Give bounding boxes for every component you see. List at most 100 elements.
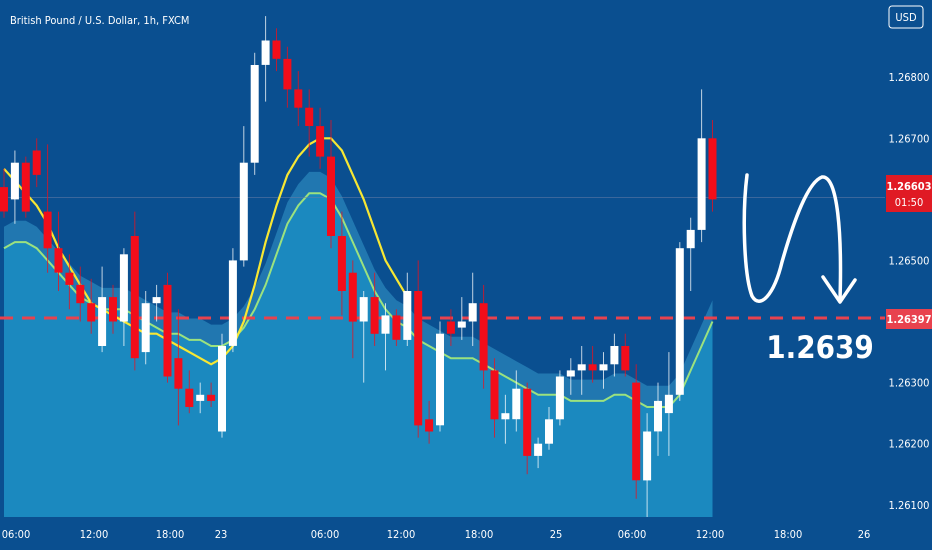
- candle-body: [566, 370, 575, 377]
- time-tick-label: 18:00: [156, 528, 185, 541]
- currency-button[interactable]: USD: [888, 5, 924, 29]
- candle-body: [196, 394, 205, 401]
- candle: [239, 126, 248, 267]
- price-tick-label: 1.26800: [889, 71, 930, 84]
- candle-body: [425, 419, 434, 432]
- candle: [370, 272, 379, 346]
- candle: [294, 71, 303, 127]
- candle-body: [621, 346, 630, 371]
- candle-body: [577, 364, 586, 371]
- candle-body: [610, 346, 619, 365]
- candle: [588, 346, 597, 383]
- candle: [21, 156, 30, 218]
- arrow-head-icon: [821, 275, 857, 304]
- candle: [76, 266, 85, 322]
- level-price-label: 1.26397: [886, 309, 932, 329]
- candle-body: [21, 162, 30, 212]
- candle: [610, 333, 619, 377]
- candle: [686, 217, 695, 291]
- candle-body: [643, 431, 652, 481]
- candle: [174, 309, 183, 426]
- candle: [32, 138, 41, 188]
- candle-body: [76, 284, 85, 304]
- annotation-curve-arrow: [742, 173, 843, 303]
- candle-body: [0, 187, 8, 212]
- time-tick-label: 12:00: [696, 528, 725, 541]
- candle-body: [403, 291, 412, 340]
- candle-body: [54, 248, 63, 273]
- candle-body: [163, 284, 172, 377]
- candle: [87, 278, 96, 334]
- ma-fast-path: [3, 137, 409, 366]
- candle-body: [697, 138, 706, 230]
- candle-body: [294, 89, 303, 108]
- ma-band-fill: [4, 193, 713, 518]
- candle-body: [228, 260, 237, 346]
- candle: [250, 52, 259, 175]
- price-tick-label: 1.26200: [889, 438, 930, 451]
- candle: [207, 382, 216, 407]
- candle-body: [239, 162, 248, 261]
- candle-body: [207, 394, 216, 401]
- candle-body: [348, 272, 357, 322]
- candle: [65, 254, 74, 310]
- candle: [327, 120, 335, 249]
- candle: [218, 333, 226, 438]
- candle-body: [675, 248, 684, 395]
- last-price-value: 1.26603: [886, 180, 931, 193]
- candle: [446, 309, 455, 346]
- candle-body: [130, 236, 139, 359]
- candle-body: [632, 382, 641, 481]
- candle: [643, 413, 652, 517]
- candle: [0, 168, 8, 218]
- candle-body: [337, 236, 346, 291]
- candle-body: [392, 315, 401, 340]
- candle: [381, 303, 390, 371]
- candle-body: [501, 413, 510, 420]
- candle-body: [98, 297, 107, 346]
- candle: [555, 370, 564, 426]
- candle: [337, 211, 346, 316]
- last-price-label-bg: [886, 175, 932, 212]
- candle: [501, 394, 510, 444]
- candle: [621, 333, 630, 377]
- candle: [664, 352, 673, 456]
- candle: [566, 358, 575, 395]
- time-axis: 06:00 12:00 18:00 23 06:00 12:00 18:00 25 06:00 1…: [2, 528, 871, 541]
- candle: [654, 382, 662, 456]
- candle-body: [43, 211, 52, 249]
- candle: [436, 321, 444, 432]
- candle-body: [152, 297, 161, 304]
- candle: [512, 370, 521, 432]
- candle: [479, 284, 488, 389]
- candle: [675, 242, 684, 401]
- candle: [43, 144, 52, 273]
- candle-body: [141, 303, 150, 353]
- candle: [185, 370, 194, 414]
- candle: [545, 407, 553, 450]
- candle-body: [327, 156, 335, 236]
- candle: [490, 358, 499, 438]
- level-price-value: 1.26397: [886, 313, 931, 326]
- candle-body: [479, 303, 488, 371]
- candle: [697, 89, 706, 243]
- candle: [523, 382, 532, 475]
- candle: [272, 28, 281, 72]
- candle-body: [185, 388, 194, 407]
- ma-band-halo: [4, 171, 713, 407]
- time-tick-label: 18:00: [774, 528, 803, 541]
- candle: [425, 400, 434, 444]
- currency-label: USD: [895, 11, 917, 24]
- currency-button-border: [888, 5, 924, 29]
- candle: [316, 107, 325, 169]
- candle-body: [370, 297, 379, 334]
- candle-body: [65, 272, 74, 285]
- candle: [283, 46, 292, 108]
- candle: [392, 309, 401, 346]
- price-tick-label: 1.26500: [889, 254, 930, 267]
- candle-countdown: 01:50: [895, 196, 924, 209]
- candle: [228, 248, 237, 353]
- price-tick-label: 1.26700: [889, 132, 930, 145]
- chart-title: British Pound / U.S. Dollar, 1h, FXCM: [10, 14, 189, 27]
